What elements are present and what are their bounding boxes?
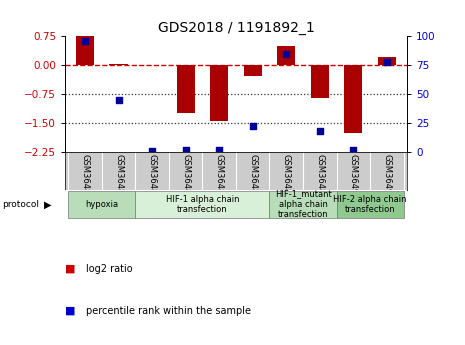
Text: GSM36490: GSM36490 <box>349 155 358 200</box>
Text: ■: ■ <box>65 264 76 274</box>
FancyBboxPatch shape <box>270 190 337 218</box>
Text: GSM36487: GSM36487 <box>248 155 257 200</box>
Point <box>148 148 156 154</box>
FancyBboxPatch shape <box>68 190 135 218</box>
Point <box>249 124 257 129</box>
Text: ▶: ▶ <box>44 199 51 209</box>
Text: GSM36482: GSM36482 <box>81 155 90 200</box>
Text: GSM36483: GSM36483 <box>114 155 123 200</box>
Text: HIF-2 alpha chain
transfection: HIF-2 alpha chain transfection <box>333 195 407 214</box>
Title: GDS2018 / 1191892_1: GDS2018 / 1191892_1 <box>158 21 314 35</box>
Bar <box>378 57 396 65</box>
Text: protocol: protocol <box>2 200 40 209</box>
Text: GSM36488: GSM36488 <box>282 155 291 200</box>
Text: HIF-1 alpha chain
transfection: HIF-1 alpha chain transfection <box>166 195 239 214</box>
Text: GSM36486: GSM36486 <box>215 155 224 200</box>
Text: HIF-1_mutant
alpha chain
transfection: HIF-1_mutant alpha chain transfection <box>275 189 332 219</box>
Point <box>182 147 189 152</box>
Bar <box>210 65 228 121</box>
Text: log2 ratio: log2 ratio <box>86 264 133 274</box>
Bar <box>244 65 262 76</box>
Point <box>215 147 223 152</box>
Text: percentile rank within the sample: percentile rank within the sample <box>86 306 251 315</box>
FancyBboxPatch shape <box>337 190 404 218</box>
Point <box>81 38 89 43</box>
FancyBboxPatch shape <box>135 190 270 218</box>
Bar <box>344 65 363 132</box>
Text: GSM36491: GSM36491 <box>382 155 391 200</box>
Point <box>350 147 357 152</box>
Point <box>283 51 290 56</box>
Text: ■: ■ <box>65 306 76 315</box>
Text: hypoxia: hypoxia <box>86 200 119 209</box>
Bar <box>76 36 94 65</box>
Bar <box>277 46 295 65</box>
Point <box>115 97 122 102</box>
Text: GSM36489: GSM36489 <box>315 155 324 200</box>
Point <box>383 59 391 65</box>
Text: GSM36485: GSM36485 <box>181 155 190 200</box>
Bar <box>311 65 329 98</box>
Bar <box>177 65 195 113</box>
Point <box>316 128 324 134</box>
Text: GSM36484: GSM36484 <box>148 155 157 200</box>
